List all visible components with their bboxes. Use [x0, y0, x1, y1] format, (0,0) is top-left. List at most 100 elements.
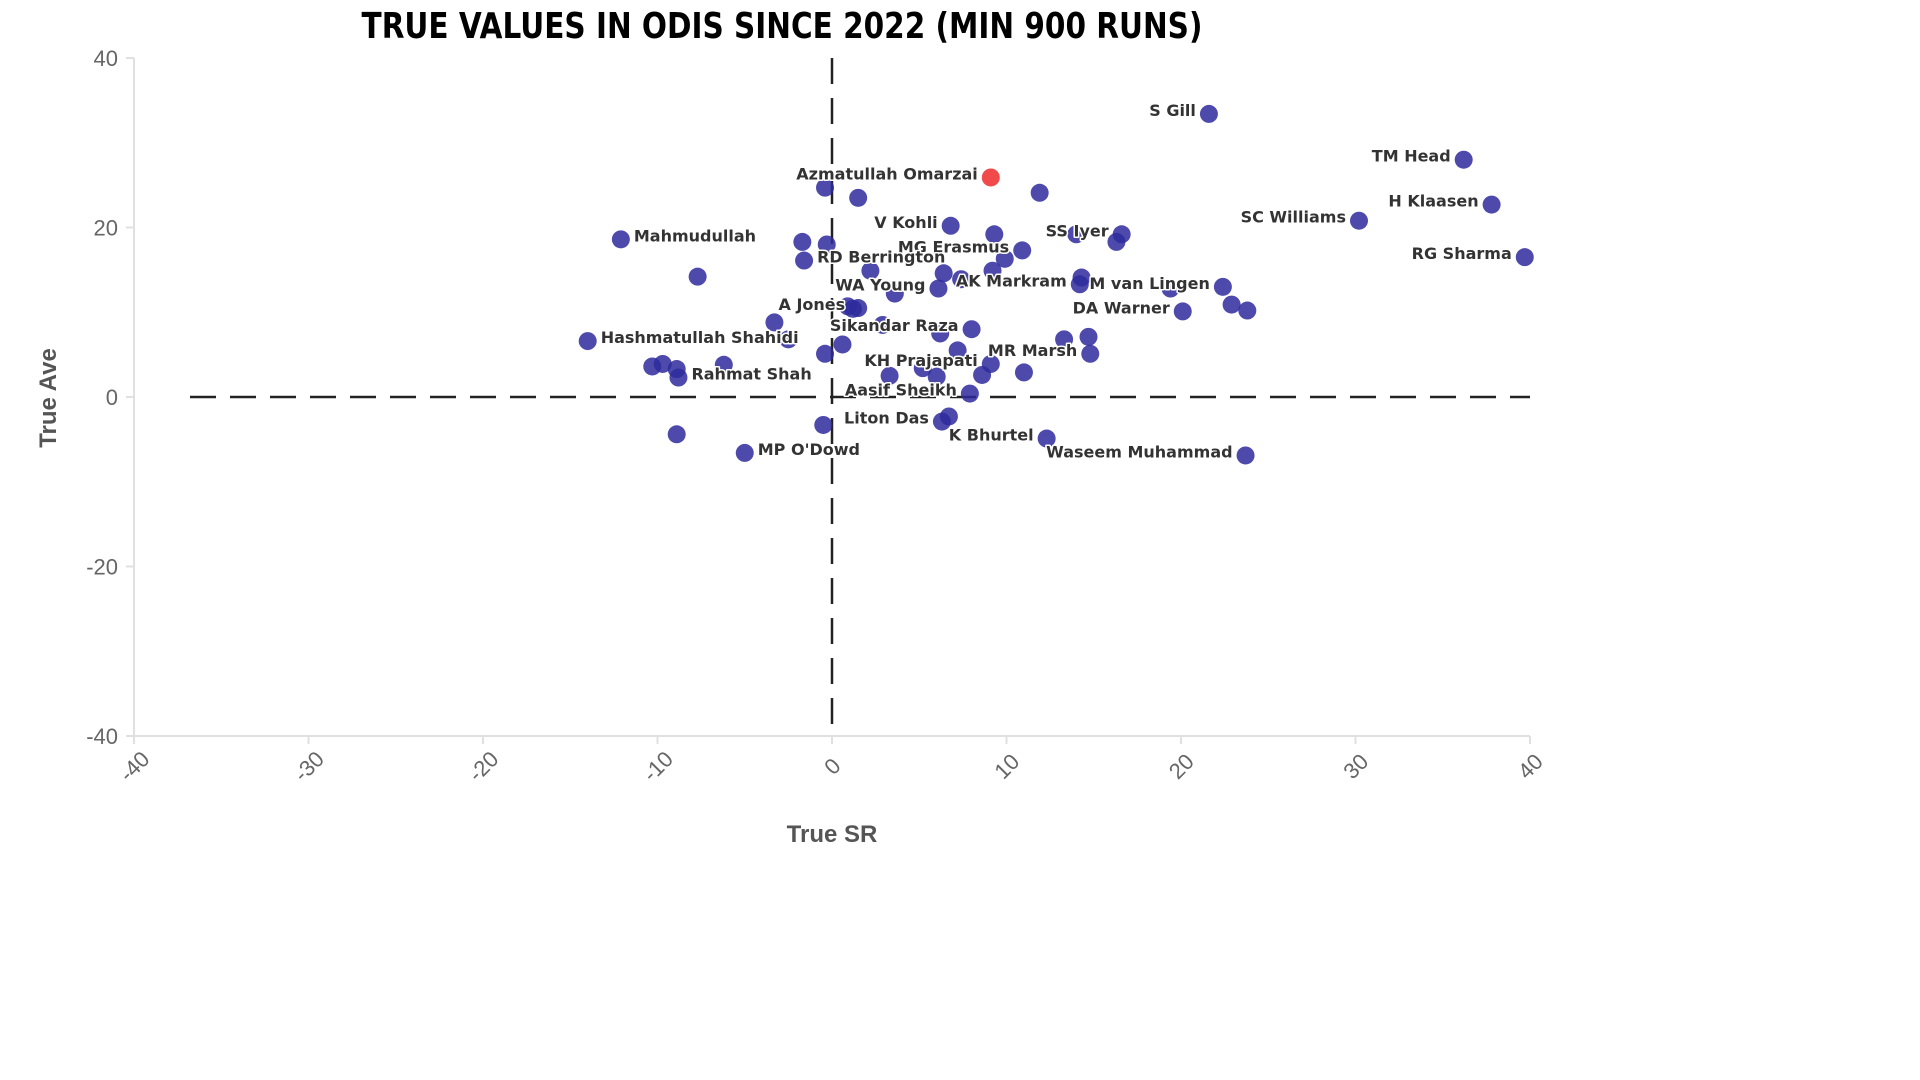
- point-label: MG Erasmus: [898, 237, 1009, 256]
- data-point: [1030, 183, 1049, 202]
- data-point: [885, 284, 904, 303]
- point-labels: S Gill TM Head Azmatullah Omarzai H Klaasen…: [599, 99, 1513, 463]
- data-point: [816, 178, 835, 197]
- data-point: [793, 232, 812, 251]
- data-point: [948, 341, 967, 360]
- data-point: [1349, 211, 1368, 230]
- y-tick-label: -20: [86, 555, 118, 580]
- x-tick-label: -30: [289, 746, 329, 786]
- point-label: TM Head: [1372, 147, 1451, 166]
- data-points: [578, 104, 1534, 465]
- data-point: [1079, 327, 1098, 346]
- x-tick-label: 10: [989, 749, 1024, 784]
- data-point: [880, 366, 899, 385]
- data-point: [1161, 279, 1180, 298]
- point-label: MR Marsh: [988, 341, 1077, 360]
- y-tick-label: 20: [94, 216, 118, 241]
- data-point: [1081, 344, 1100, 363]
- data-point: [939, 407, 958, 426]
- data-point: [688, 267, 707, 286]
- x-tick-label: 0: [819, 753, 845, 779]
- x-tick-label: 40: [1513, 749, 1548, 784]
- point-label: V Kohli: [874, 213, 937, 232]
- data-point: [934, 264, 953, 283]
- data-point: [985, 225, 1004, 244]
- point-label: Azmatullah Omarzai: [796, 164, 977, 183]
- point-label: WA Young: [835, 276, 925, 295]
- data-point: [735, 443, 754, 462]
- point-label: Aasif Sheikh: [845, 381, 957, 400]
- point-label: RD Berrington: [817, 248, 945, 267]
- data-point: [1067, 225, 1086, 244]
- point-label: Rahmat Shah: [691, 365, 811, 384]
- data-point: [1107, 232, 1126, 251]
- point-label: Liton Das: [844, 409, 929, 428]
- data-point: [765, 313, 784, 332]
- data-point: [1072, 268, 1091, 287]
- point-label: KH Prajapati: [864, 351, 977, 370]
- data-point: [873, 315, 892, 334]
- data-point: [643, 357, 662, 376]
- data-point: [849, 188, 868, 207]
- data-point: [578, 332, 597, 351]
- point-label: SS Iyer: [1046, 221, 1109, 240]
- point-label: Hashmatullah Shahidi: [601, 328, 799, 347]
- data-point: [983, 261, 1002, 280]
- x-tick-label: -40: [114, 746, 154, 786]
- data-point: [941, 216, 960, 235]
- x-tick-label: 30: [1338, 749, 1373, 784]
- point-label: A Jones: [779, 295, 846, 314]
- data-point: [995, 249, 1014, 268]
- data-point: [1013, 241, 1032, 260]
- data-point: [927, 367, 946, 386]
- data-point: [1055, 330, 1074, 349]
- point-label: Sikandar Raza: [830, 316, 959, 335]
- data-point: [1454, 150, 1473, 169]
- data-point: [1037, 429, 1056, 448]
- data-point: [931, 324, 950, 343]
- data-point: [1173, 302, 1192, 321]
- y-tick-label: 0: [106, 385, 118, 410]
- point-label: Mahmudullah: [634, 226, 756, 245]
- scatter-plot: 40 20 0 -20 -40-40 -30 -20 -10 0 10 20 30 40 S Gill T…: [35, 46, 1548, 848]
- data-point: [1515, 248, 1534, 267]
- data-point: [833, 335, 852, 354]
- highlighted-data-point: [981, 168, 1000, 187]
- point-label: DA Warner: [1073, 298, 1170, 317]
- data-point: [913, 359, 932, 378]
- x-tick-label: 20: [1164, 749, 1199, 784]
- x-axis-title: True SR: [787, 821, 878, 848]
- x-tick-label: -10: [638, 746, 678, 786]
- data-point: [714, 355, 733, 374]
- axes: 40 20 0 -20 -40-40 -30 -20 -10 0 10 20 30 40: [86, 46, 1548, 786]
- data-point: [861, 261, 880, 280]
- y-tick-label: -40: [86, 724, 118, 749]
- point-label: AK Markram: [956, 271, 1067, 290]
- data-point: [960, 384, 979, 403]
- data-point: [814, 415, 833, 434]
- data-point: [1222, 295, 1241, 314]
- data-point: [779, 330, 798, 349]
- data-point: [962, 320, 981, 339]
- reference-lines: [190, 58, 1530, 736]
- data-point: [1238, 301, 1257, 320]
- data-point: [952, 270, 971, 289]
- data-point: [795, 251, 814, 270]
- data-point: [817, 235, 836, 254]
- data-point: [929, 279, 948, 298]
- point-label: MP O'Dowd: [758, 440, 860, 459]
- y-tick-label: 40: [94, 46, 118, 71]
- chart-title: TRUE VALUES IN ODIS SINCE 2022 (MIN 900 …: [361, 6, 1203, 47]
- data-point: [1213, 277, 1232, 296]
- data-point: [667, 425, 686, 444]
- y-axis-title: True Ave: [35, 348, 62, 448]
- point-label: SC Williams: [1241, 208, 1346, 227]
- data-point: [667, 360, 686, 379]
- data-point: [1236, 446, 1255, 465]
- data-point: [1199, 104, 1218, 123]
- data-point: [843, 299, 862, 318]
- x-tick-label: -20: [463, 746, 503, 786]
- point-label: Waseem Muhammad: [1046, 442, 1232, 461]
- data-point: [973, 365, 992, 384]
- data-point: [1482, 195, 1501, 214]
